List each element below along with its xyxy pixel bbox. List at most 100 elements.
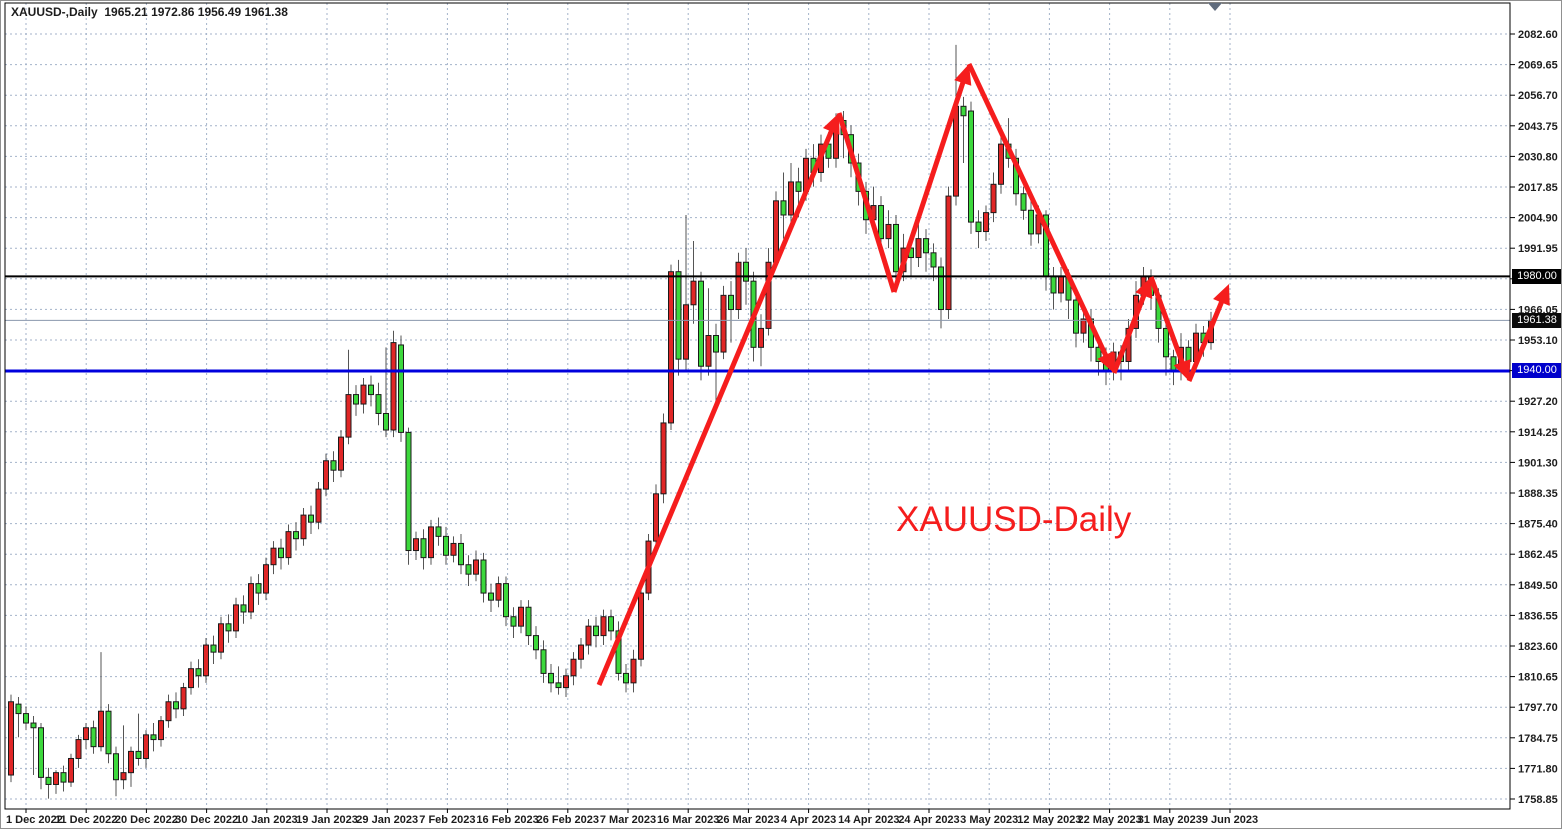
- candle: [300, 508, 307, 546]
- candle: [923, 229, 929, 272]
- y-axis-label: 1771.80: [1518, 763, 1558, 775]
- candle-body-bear: [293, 531, 299, 540]
- candle: [323, 453, 329, 497]
- trend-arrow[interactable]: [1186, 295, 1226, 382]
- x-axis-label: 7 Mar 2023: [600, 814, 656, 826]
- candle-body-bull: [758, 327, 764, 348]
- candle-body-bear: [1050, 275, 1057, 294]
- y-axis-label: 2017.85: [1518, 182, 1558, 194]
- candle-body-bull: [563, 675, 569, 689]
- candle: [83, 723, 89, 750]
- candle-body-bear: [353, 394, 359, 405]
- candle-body-bear: [330, 460, 337, 471]
- candle-body-bull: [360, 384, 367, 405]
- trend-arrows: [596, 62, 1230, 686]
- candle-body-bull: [338, 436, 344, 471]
- candle-body-bear: [503, 583, 509, 618]
- candle-body-bull: [720, 294, 727, 353]
- candle-body-bull: [180, 687, 187, 710]
- candle: [375, 382, 382, 426]
- candle: [638, 585, 644, 667]
- candle-body-bear: [23, 713, 29, 724]
- candle: [428, 519, 434, 565]
- candle-body-bull: [473, 559, 479, 575]
- candle-body-bear: [38, 727, 44, 778]
- candle: [120, 725, 127, 790]
- x-axis-label: 24 Apr 2023: [898, 814, 959, 826]
- candle: [68, 753, 74, 787]
- x-axis-label: 31 May 2023: [1138, 814, 1202, 826]
- candle: [38, 723, 44, 790]
- candle: [885, 210, 892, 249]
- candle: [968, 101, 974, 234]
- candle-body-bear: [593, 625, 599, 637]
- trend-arrow[interactable]: [1148, 276, 1187, 369]
- trend-arrow-head[interactable]: [1173, 359, 1191, 381]
- candle-body-bear: [105, 710, 112, 755]
- candle-body-bear: [795, 181, 802, 192]
- candle-body-bull: [765, 261, 772, 329]
- candle-body-bull: [158, 720, 164, 741]
- trend-arrow-head[interactable]: [822, 113, 840, 135]
- candle: [278, 538, 284, 570]
- candle-body-bear: [893, 223, 899, 273]
- candle-body-bull: [75, 739, 82, 759]
- candle-body-bear: [465, 564, 472, 575]
- candle-body-bear: [60, 772, 67, 783]
- candle-body-bear: [1073, 299, 1079, 334]
- trend-arrow-head[interactable]: [1213, 284, 1230, 306]
- candle-body-bull: [428, 526, 434, 559]
- candle: [1163, 321, 1169, 376]
- candle-body-bull: [68, 757, 74, 783]
- y-axis-label: 1901.30: [1518, 457, 1558, 469]
- candle: [233, 597, 239, 638]
- candle: [158, 715, 164, 747]
- trend-arrow[interactable]: [1111, 289, 1149, 374]
- candle-body-bear: [398, 344, 404, 433]
- candle: [188, 661, 194, 695]
- y-axis-label: 1914.25: [1518, 427, 1558, 439]
- candle-body-bear: [555, 682, 562, 689]
- trend-arrow-head[interactable]: [954, 64, 972, 86]
- candle-body-bear: [435, 526, 442, 537]
- candle: [480, 552, 487, 603]
- trend-arrow-head[interactable]: [1135, 277, 1153, 299]
- candle: [218, 616, 224, 660]
- y-axis-label: 2004.90: [1518, 213, 1558, 225]
- plot-area[interactable]: [5, 3, 1510, 809]
- x-axis-label: 22 May 2023: [1077, 814, 1141, 826]
- candle-body-bear: [540, 649, 547, 674]
- trend-arrow[interactable]: [836, 112, 897, 293]
- trend-arrow[interactable]: [966, 62, 1111, 362]
- candle-body-bear: [675, 271, 682, 360]
- candle: [765, 248, 772, 336]
- candle-body-bull: [990, 183, 997, 214]
- candle: [473, 550, 479, 582]
- candle: [630, 649, 637, 693]
- y-axis-label: 1875.40: [1518, 519, 1558, 531]
- candle-body-bull: [315, 488, 322, 523]
- candle-body-bear: [533, 635, 539, 651]
- candle-body-bull: [788, 181, 794, 216]
- candle-body-bull: [630, 658, 637, 684]
- candle: [578, 637, 584, 669]
- trend-arrow-head[interactable]: [1097, 351, 1114, 373]
- candle: [705, 288, 712, 376]
- candle: [383, 347, 389, 438]
- candles: [8, 44, 1214, 799]
- chart-annotation-label[interactable]: XAUUSD-Daily: [896, 500, 1132, 539]
- candle-body-bear: [728, 294, 734, 311]
- candle-body-bull: [638, 592, 644, 660]
- candle-body-bull: [660, 422, 667, 495]
- candle-body-bull: [450, 542, 457, 556]
- candle-body-bear: [1020, 193, 1027, 211]
- candle-body-bull: [915, 238, 922, 259]
- candle-body-bear: [135, 750, 142, 759]
- candle: [173, 692, 179, 719]
- candle-body-bull: [668, 271, 674, 424]
- candle: [690, 240, 697, 324]
- trend-arrow[interactable]: [891, 76, 968, 293]
- trend-arrow[interactable]: [596, 124, 836, 686]
- candle-body-bear: [780, 200, 787, 216]
